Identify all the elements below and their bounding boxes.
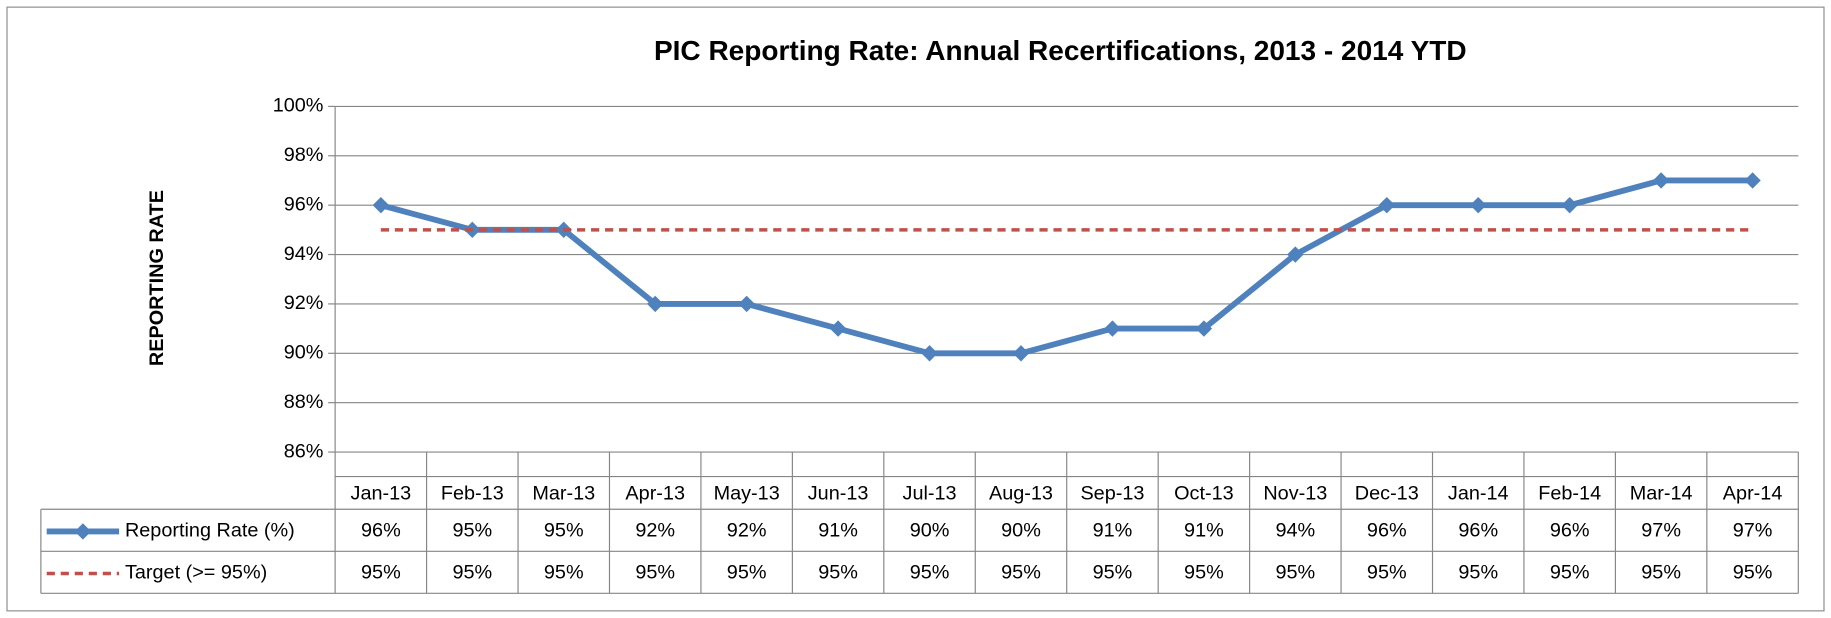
table-value: 91% [1184,520,1224,542]
x-tick-label: Jan-13 [351,482,412,504]
x-tick-label: Oct-13 [1174,482,1234,504]
x-tick-label: Apr-13 [625,482,685,504]
table-value: 90% [1001,520,1041,542]
marker [1652,172,1670,189]
table-value: 96% [1550,520,1590,542]
table-value: 95% [1458,562,1498,584]
x-tick-label: Jun-13 [808,482,869,504]
table-value: 95% [452,520,492,542]
table-value: 97% [1641,520,1681,542]
table-value: 95% [1275,562,1315,584]
x-tick-label: Mar-14 [1630,482,1693,504]
table-value: 95% [635,562,675,584]
series-line [380,177,1753,357]
marker [738,295,755,313]
table-value: 95% [1093,562,1133,584]
x-tick-label: Nov-13 [1263,482,1327,504]
x-tick-label: Jan-14 [1448,482,1509,504]
table-value: 95% [1733,562,1773,584]
marker [829,320,847,337]
table-value: 95% [544,562,584,584]
table-value: 94% [1275,520,1315,542]
marker [1470,196,1487,214]
table-value: 95% [818,562,858,584]
table-value: 91% [818,520,858,542]
marker [1561,196,1578,214]
table-value: 96% [1367,520,1407,542]
marker [647,295,664,313]
table-value: 91% [1093,520,1133,542]
x-tick-label: Feb-13 [441,482,504,504]
marker [1378,196,1395,214]
table-value: 95% [910,562,950,584]
marker [1744,172,1761,189]
chart-title: PIC Reporting Rate: Annual Recertificati… [654,35,1467,66]
table-value: 90% [910,520,950,542]
table-value: 95% [544,520,584,542]
x-tick-label: May-13 [714,482,780,504]
table-value: 95% [1001,562,1041,584]
table-value: 95% [1184,562,1224,584]
y-tick-label: 98% [284,144,324,166]
x-tick-label: Jul-13 [903,482,957,504]
table-value: 96% [1458,520,1498,542]
table-value: 92% [727,520,767,542]
y-axis-label: REPORTING RATE [146,190,168,366]
y-tick-label: 92% [284,292,324,314]
table-value: 96% [361,520,401,542]
table-value: 95% [1641,562,1681,584]
table-value: 95% [1367,562,1407,584]
y-tick-label: 88% [284,391,324,413]
marker [1195,320,1213,337]
marker [372,196,390,214]
legend-marker [74,523,92,540]
x-tick-label: Aug-13 [989,482,1053,504]
y-tick-label: 86% [284,440,324,462]
x-tick-label: Dec-13 [1355,482,1419,504]
y-tick-label: 96% [284,193,324,215]
table-value: 95% [727,562,767,584]
table-value: 95% [1550,562,1590,584]
legend-label: Reporting Rate (%) [125,520,295,542]
table-value: 95% [361,562,401,584]
y-tick-label: 94% [284,243,324,265]
table-value: 95% [452,562,492,584]
marker [921,345,938,362]
table-value: 92% [635,520,675,542]
table-value: 97% [1733,520,1773,542]
x-tick-label: Mar-13 [532,482,595,504]
y-tick-label: 90% [284,342,324,364]
x-tick-label: Apr-14 [1723,482,1783,504]
x-tick-label: Feb-14 [1538,482,1601,504]
marker [1287,246,1304,263]
chart-border [6,6,1825,612]
y-tick-label: 100% [273,95,324,117]
legend-label: Target (>= 95%) [125,562,267,584]
x-tick-label: Sep-13 [1080,482,1144,504]
